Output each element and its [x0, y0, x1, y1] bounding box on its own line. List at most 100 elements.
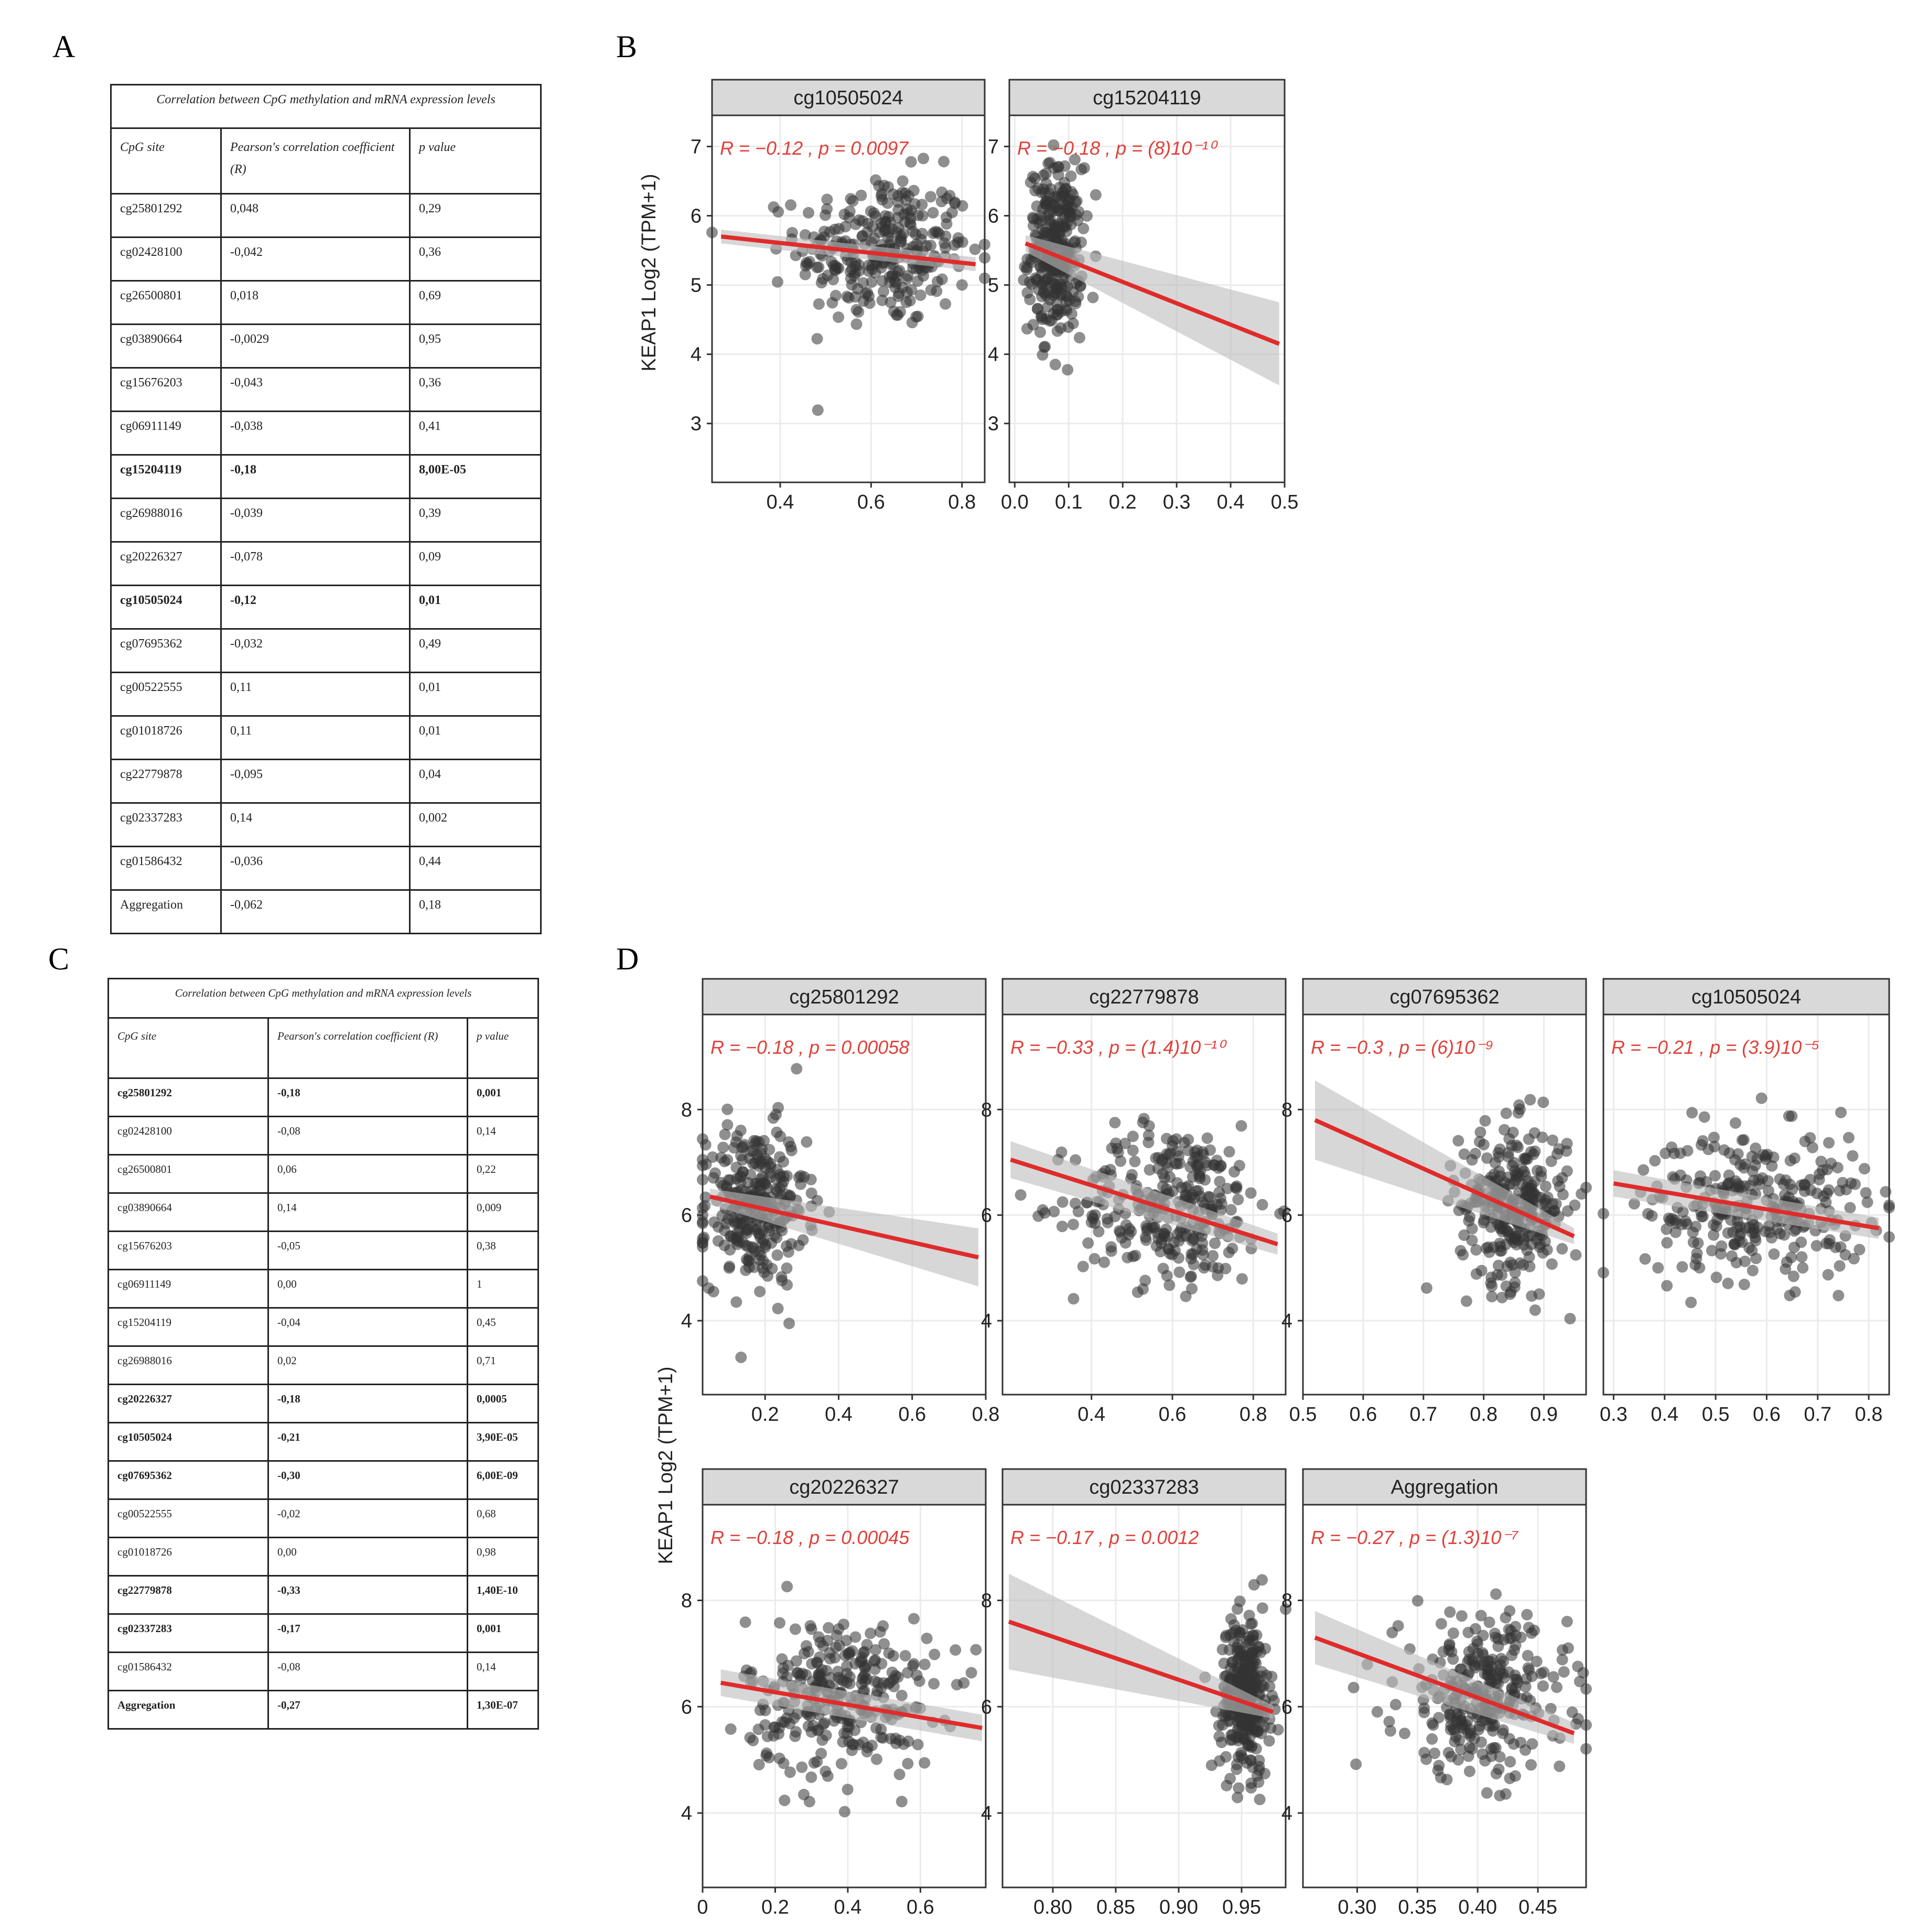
cell-r: 0,06	[267, 1154, 468, 1194]
data-point	[1167, 1135, 1179, 1147]
data-point	[1090, 189, 1102, 201]
y-tick-label: 6	[681, 1696, 692, 1718]
cell-r: -0,18	[220, 454, 411, 499]
data-point	[811, 333, 823, 345]
data-point	[1235, 1750, 1247, 1762]
data-point	[965, 1667, 977, 1679]
cell-r: 0,00	[267, 1537, 468, 1577]
data-point	[1231, 1180, 1243, 1192]
cell-site: cg01018726	[110, 715, 222, 760]
data-point	[1245, 1741, 1257, 1753]
data-point	[763, 1143, 775, 1156]
data-point	[824, 1653, 836, 1665]
data-point	[1628, 1198, 1640, 1210]
y-axis-label: KEAP1 Log2 (TPM+1)	[655, 1366, 677, 1564]
data-point	[1450, 1731, 1462, 1743]
cell-r: -0,038	[220, 411, 411, 456]
data-point	[878, 285, 889, 297]
data-point	[1848, 1253, 1860, 1265]
data-point	[1474, 1126, 1486, 1138]
data-point	[1514, 1257, 1526, 1269]
data-point	[928, 1678, 940, 1690]
data-point	[1468, 1659, 1480, 1671]
data-point	[1677, 1206, 1689, 1218]
data-point	[850, 304, 863, 316]
data-point	[732, 1217, 743, 1229]
data-point	[1520, 1153, 1532, 1165]
data-point	[866, 276, 878, 288]
data-point	[781, 1279, 793, 1291]
cell-r: -0,08	[267, 1116, 468, 1156]
column-site-header: CpG site	[107, 1017, 269, 1079]
data-point	[1224, 1773, 1236, 1785]
data-point	[1829, 1242, 1841, 1254]
x-tick-label: 0.4	[1217, 491, 1245, 513]
data-point	[1475, 1610, 1487, 1622]
data-point	[838, 208, 850, 220]
data-point	[1477, 1647, 1489, 1659]
data-point	[952, 236, 964, 249]
cell-p: 0,04	[408, 759, 542, 804]
data-point	[857, 277, 869, 289]
data-point	[1455, 1743, 1467, 1755]
data-point	[1144, 1164, 1156, 1176]
x-tick-label: 0.35	[1398, 1896, 1437, 1918]
data-point	[1253, 1754, 1265, 1766]
data-point	[1192, 1151, 1204, 1163]
table-row: cg25801292 -0,18 0,001	[107, 1077, 539, 1117]
data-point	[1444, 1606, 1456, 1618]
data-point	[1750, 1235, 1762, 1247]
y-tick-label: 4	[681, 1803, 692, 1825]
cell-site: cg00522555	[107, 1498, 269, 1538]
data-point	[866, 1740, 878, 1752]
data-point	[1098, 1256, 1110, 1268]
cell-site: cg03890664	[110, 323, 222, 369]
y-tick-label: 3	[988, 413, 999, 435]
cell-p: 0,41	[408, 411, 542, 456]
correlation-annotation: R = −0.18 , p = 0.00045	[710, 1527, 910, 1548]
table-row: cg02428100 -0,08 0,14	[107, 1116, 539, 1156]
data-point	[1058, 221, 1070, 233]
data-point	[1470, 1268, 1482, 1280]
data-point	[1464, 1724, 1477, 1736]
cell-r: 0,14	[220, 802, 411, 847]
cell-p: 0,01	[408, 672, 542, 717]
data-point	[1768, 1151, 1780, 1163]
x-tick-label: 0.5	[1289, 1404, 1317, 1426]
data-point	[1682, 1145, 1694, 1157]
data-point	[824, 1672, 836, 1683]
cell-site: cg20226327	[107, 1384, 269, 1423]
table-row: cg26988016 -0,039 0,39	[110, 498, 542, 543]
data-point	[1535, 1165, 1547, 1178]
data-point	[912, 275, 924, 287]
correlation-annotation: R = −0.12 , p = 0.0097	[720, 137, 909, 159]
data-point	[1232, 1194, 1244, 1205]
data-point	[1755, 1092, 1768, 1104]
data-point	[842, 1784, 854, 1796]
cell-site: cg15204119	[107, 1307, 269, 1347]
data-point	[801, 1136, 813, 1148]
data-point	[1524, 1094, 1536, 1106]
data-point	[1231, 1763, 1243, 1775]
data-point	[762, 1270, 773, 1282]
data-point	[793, 1171, 805, 1183]
data-point	[1708, 1131, 1720, 1143]
data-point	[1213, 1186, 1225, 1198]
data-point	[803, 1796, 815, 1808]
x-tick-label: 0.7	[1409, 1404, 1437, 1426]
data-point	[1350, 1758, 1362, 1771]
cell-r: 0,14	[267, 1192, 468, 1232]
data-point	[1498, 1634, 1510, 1646]
data-point	[771, 1249, 783, 1261]
data-point	[1152, 1162, 1164, 1174]
x-tick-label: 0.5	[1702, 1404, 1730, 1426]
data-point	[1185, 1253, 1197, 1265]
data-point	[1716, 1240, 1728, 1252]
data-point	[1168, 1236, 1180, 1248]
data-point	[876, 190, 887, 202]
data-point	[1831, 1162, 1844, 1174]
data-point	[1087, 292, 1099, 304]
data-point	[1077, 222, 1090, 234]
data-point	[929, 1648, 941, 1660]
data-point	[1639, 1253, 1651, 1265]
